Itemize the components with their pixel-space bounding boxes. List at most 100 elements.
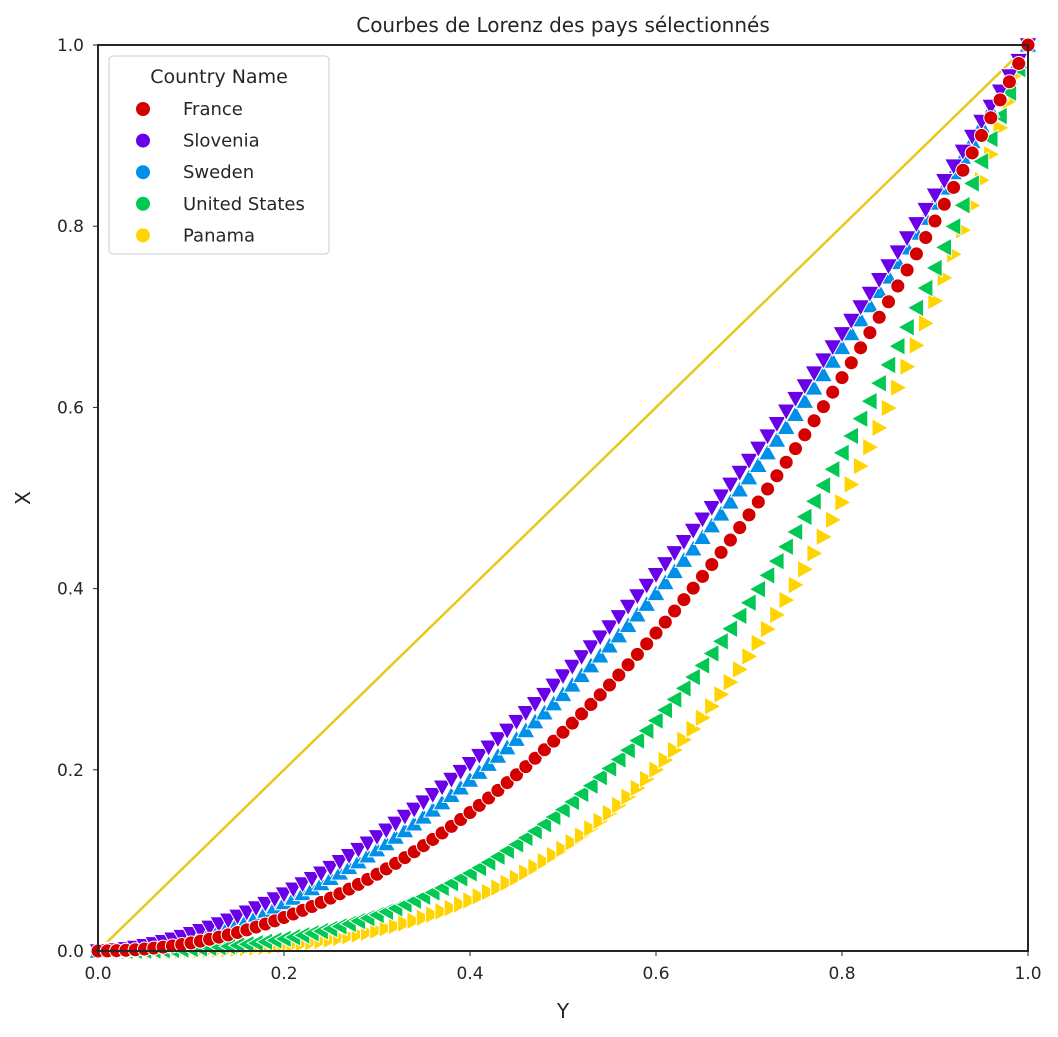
plot-frame (97, 44, 1029, 952)
data-point (804, 365, 824, 384)
data-point (804, 491, 822, 512)
data-point (806, 413, 822, 429)
chart-title: Courbes de Lorenz des pays sélectionnés (356, 13, 770, 37)
data-point (553, 684, 573, 703)
data-point (711, 503, 731, 522)
data-point (925, 187, 945, 206)
data-point (769, 604, 787, 625)
data-point (664, 689, 683, 710)
data-point (906, 216, 927, 234)
data-point (908, 335, 927, 356)
data-point (620, 786, 639, 807)
x-tick-label: 0.8 (828, 964, 855, 984)
data-point (274, 886, 294, 905)
data-point (887, 336, 906, 357)
data-point (657, 750, 676, 770)
data-point (639, 636, 655, 652)
data-point (797, 427, 813, 443)
data-point (815, 399, 831, 415)
data-point (850, 299, 871, 318)
y-tick-label: 0.2 (57, 761, 84, 781)
y-tick-label: 0.0 (57, 942, 84, 962)
y-tick-label: 0.4 (57, 580, 84, 600)
data-point (666, 740, 685, 760)
data-point (711, 488, 731, 507)
data-point (357, 835, 378, 854)
data-point (692, 511, 713, 530)
data-point (915, 278, 934, 298)
data-point (711, 631, 729, 652)
data-point (611, 667, 627, 683)
data-point (787, 575, 806, 595)
equality-line (97, 44, 1029, 952)
data-point (453, 894, 471, 915)
y-tick-label: 0.8 (57, 217, 84, 237)
data-point (936, 196, 952, 212)
data-point (869, 373, 887, 394)
data-point (674, 550, 694, 568)
data-point (592, 687, 608, 703)
data-point (592, 811, 611, 831)
data-point (432, 779, 452, 798)
data-point (655, 572, 676, 591)
data-point (924, 258, 943, 278)
data-point (618, 615, 638, 633)
data-point (562, 792, 580, 812)
data-point (973, 127, 990, 143)
data-point (283, 881, 304, 900)
data-point (822, 339, 843, 358)
data-point (750, 494, 766, 510)
data-point (562, 674, 583, 693)
data-point (692, 655, 711, 676)
data-point (813, 352, 834, 371)
data-point (825, 509, 843, 530)
data-point (860, 285, 880, 304)
data-point (581, 639, 601, 658)
data-point (348, 841, 369, 860)
legend-label: Slovenia (183, 131, 260, 152)
data-point (741, 646, 760, 667)
data-point (760, 481, 776, 497)
data-point (713, 684, 732, 705)
data-point (543, 807, 562, 827)
data-point (720, 491, 741, 510)
data-point (611, 795, 629, 815)
data-point (831, 442, 850, 463)
legend-marker (135, 195, 151, 212)
data-point (841, 426, 859, 446)
data-point (627, 730, 646, 751)
data-point (776, 403, 797, 422)
data-point (571, 649, 592, 667)
data-point (899, 262, 915, 278)
data-point (462, 890, 481, 911)
legend-marker (135, 227, 151, 244)
data-point (488, 731, 508, 749)
data-point (862, 437, 880, 458)
data-point (757, 565, 776, 586)
data-point (292, 876, 313, 895)
data-point (778, 454, 794, 470)
data-point (515, 720, 536, 739)
data-point (425, 904, 443, 925)
data-point (460, 755, 480, 774)
data-point (406, 910, 425, 931)
data-point (608, 749, 627, 770)
data-point (527, 857, 546, 877)
data-point (701, 643, 720, 664)
data-point (629, 646, 645, 662)
data-point (581, 655, 601, 674)
x-tick-label: 0.6 (642, 964, 669, 984)
data-point (499, 872, 518, 893)
data-point (890, 278, 906, 294)
data-point (667, 603, 683, 619)
data-point (834, 370, 850, 386)
data-point (599, 635, 620, 654)
data-point (329, 853, 350, 872)
data-point (732, 659, 750, 680)
data-point (822, 459, 841, 480)
data-point (543, 693, 564, 712)
data-point (639, 769, 657, 789)
data-point (738, 592, 757, 613)
data-point (943, 216, 962, 237)
